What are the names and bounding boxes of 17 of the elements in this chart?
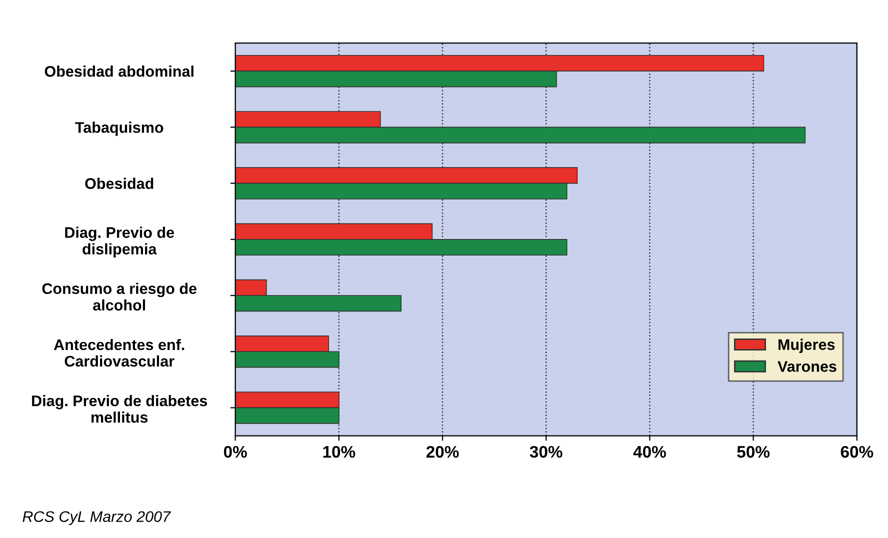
x-tick-label: 50% <box>737 446 770 458</box>
x-tick-label: 10% <box>323 446 356 458</box>
y-tick-label: Consumo a riesgo de alcohol <box>42 282 197 311</box>
y-tick-label: Obesidad <box>85 178 154 189</box>
text: RCS CyL Marzo 2007 <box>22 511 171 526</box>
legend-label: Mujeres <box>778 338 835 354</box>
x-tick-label: 60% <box>840 446 874 458</box>
x-tick-label: 20% <box>426 446 459 458</box>
y-tick-label: Diag. Previo de diabetes mellitus <box>32 395 208 423</box>
x-tick-label: 40% <box>633 446 666 458</box>
x-tick-label: 30% <box>530 446 562 458</box>
y-tick-label: Diag. Previo de dislipemia <box>65 226 174 258</box>
legend-label: Varones <box>778 361 836 372</box>
y-tick-label: Obesidad abdominal <box>44 66 194 77</box>
y-tick-label: Tabaquismo <box>75 122 164 136</box>
y-tick-label: Antecedentes enf. Cardiovascular <box>54 338 184 367</box>
x-tick-label: 0% <box>224 446 247 458</box>
